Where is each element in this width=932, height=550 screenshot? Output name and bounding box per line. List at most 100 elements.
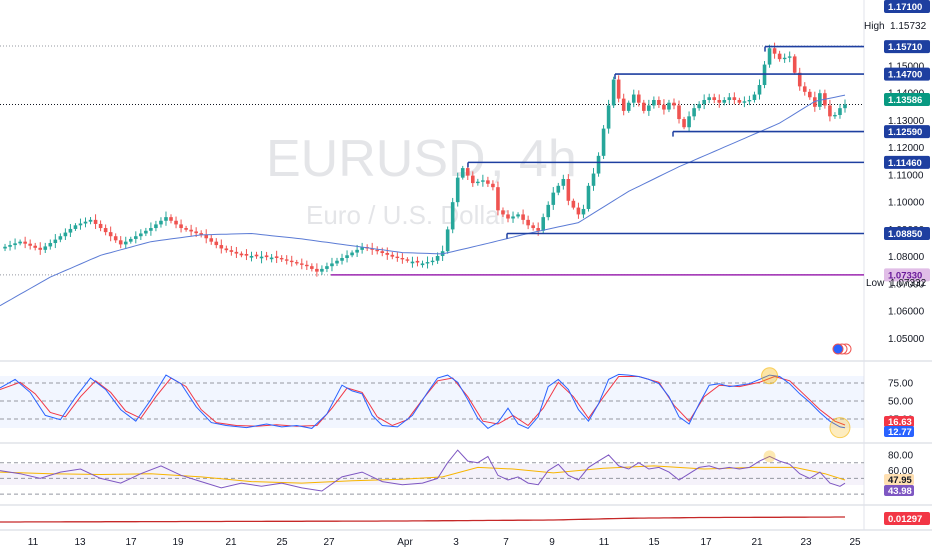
stochastic-tick-label: 75.00 [888, 379, 913, 390]
watermark-symbol: EURUSD [266, 130, 486, 188]
lower-indicator-value-box [884, 512, 930, 525]
time-tick-label: 11 [28, 537, 39, 548]
candle-body [123, 241, 128, 245]
candle-body [73, 225, 78, 229]
level-price-label: 1.07330 [888, 270, 922, 281]
level-price-box [884, 40, 930, 54]
rsi-pane[interactable] [0, 449, 864, 495]
stochastic-value-label: 12.77 [888, 427, 912, 438]
candle-body [380, 251, 385, 254]
candle-body [767, 48, 772, 65]
candle-body [445, 229, 450, 252]
candle-body [541, 217, 546, 231]
candle-body [742, 101, 747, 103]
candle-body [259, 256, 264, 259]
candle-body [279, 258, 284, 260]
lower-indicator-value-label: 0.01297 [888, 514, 922, 525]
candle-body [692, 108, 696, 117]
stochastic-pane[interactable] [0, 367, 864, 439]
rsi-band [0, 464, 864, 485]
axes[interactable]: 1.050001.060001.070001.080001.090001.100… [28, 40, 930, 548]
candle-body [677, 105, 681, 120]
candle-body [184, 228, 188, 230]
candle-body [556, 185, 561, 193]
top-price-box [884, 0, 930, 13]
candle-body [516, 214, 520, 217]
candle-body [792, 56, 797, 73]
level-price-label: 1.12590 [888, 127, 922, 138]
candle-body [13, 243, 17, 246]
rsi-value-label: 47.95 [888, 475, 912, 486]
candle-body [496, 187, 500, 211]
candle-body [395, 256, 400, 259]
price-tick-label: 1.13000 [888, 116, 925, 127]
lower-indicator-pane[interactable] [0, 516, 845, 523]
candle-body [581, 208, 586, 215]
rsi-peak-highlight [763, 450, 776, 463]
price-tick-label: 1.15000 [888, 61, 925, 72]
candle-body [772, 48, 777, 54]
candle-body [48, 243, 53, 247]
candle-body [219, 245, 224, 249]
candle-body [88, 219, 93, 222]
candle-body [28, 243, 32, 246]
candle-body [244, 253, 249, 256]
candle-body [591, 173, 596, 186]
candle-body [370, 248, 375, 250]
candle-body [43, 246, 48, 250]
candle-body [179, 224, 183, 229]
price-pane[interactable] [0, 42, 864, 307]
candle-body [481, 180, 485, 182]
candle-body [264, 255, 269, 258]
scroll-to-realtime-icon[interactable] [832, 343, 852, 355]
candle-body [355, 249, 359, 253]
level-price-box [884, 125, 930, 139]
candle-body [63, 232, 68, 237]
moving-average-line [0, 94, 846, 307]
stochastic-value-label: 16.63 [888, 417, 912, 428]
candle-body [234, 251, 239, 254]
candle-body [536, 228, 540, 231]
candle-body [642, 102, 646, 111]
candle-body [320, 268, 324, 272]
candle-body [647, 105, 651, 111]
candle-body [657, 99, 661, 105]
candle-body [747, 99, 752, 102]
level-price-box [884, 268, 930, 282]
overbought-highlight [761, 367, 779, 385]
time-tick-label: 19 [172, 537, 184, 548]
candle-body [385, 253, 390, 255]
candle-body [546, 204, 551, 218]
candle-body [586, 185, 591, 209]
candle-body [239, 253, 244, 256]
candle-body [722, 99, 727, 103]
candle-body [576, 207, 581, 215]
candle-body [174, 220, 178, 225]
candle-body [294, 262, 299, 264]
time-tick-label: 11 [599, 537, 610, 548]
candle-body [33, 245, 38, 248]
candle-body [511, 216, 515, 219]
rsi-tick-label: 60.00 [888, 466, 913, 477]
candle-body [274, 256, 279, 259]
candle-body [209, 238, 214, 242]
level-price-label: 1.08850 [888, 229, 922, 240]
candle-body [807, 91, 812, 98]
rsi-value-label: 43.98 [888, 486, 912, 497]
candle-body [98, 223, 103, 229]
candle-body [732, 97, 737, 100]
rsi-value-box [884, 485, 914, 496]
candle-body [360, 247, 364, 250]
candle-body [712, 97, 717, 100]
time-tick-label: 15 [648, 537, 660, 548]
candle-body [144, 230, 148, 234]
time-tick-label: 23 [800, 537, 812, 548]
candle-body [727, 97, 732, 100]
candle-body [83, 221, 88, 224]
time-tick-label: 21 [751, 537, 763, 548]
time-tick-label: 9 [549, 537, 555, 548]
candle-body [194, 231, 198, 234]
candle-body [103, 228, 108, 233]
candle-body [450, 202, 455, 230]
